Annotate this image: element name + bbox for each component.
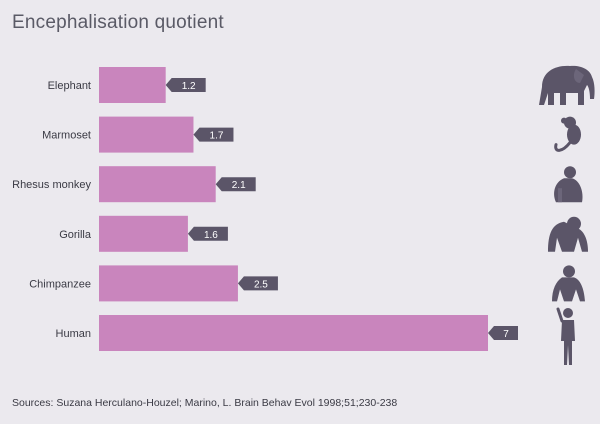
category-label: Rhesus monkey <box>12 179 91 191</box>
human-icon <box>556 307 575 365</box>
value-tag <box>488 326 518 340</box>
category-label: Chimpanzee <box>29 278 91 290</box>
value-tag <box>165 78 206 92</box>
value-tag <box>215 177 256 192</box>
value-tag <box>187 226 228 241</box>
value-label: 2.5 <box>254 279 268 290</box>
value-tag <box>193 127 234 142</box>
value-label: 7 <box>503 329 509 340</box>
chimpanzee-icon <box>552 265 585 302</box>
rhesus-monkey-icon <box>554 166 583 203</box>
chart-title: Encephalisation quotient <box>12 12 224 33</box>
category-label: Gorilla <box>59 229 92 241</box>
category-label: Human <box>56 328 91 340</box>
category-label: Marmoset <box>42 130 91 142</box>
bar-elephant <box>99 67 166 103</box>
bar-rhesus-monkey <box>99 166 216 203</box>
marmoset-icon <box>554 116 581 152</box>
value-label: 1.7 <box>210 131 224 142</box>
bar-gorilla <box>99 215 188 252</box>
source-note: Sources: Suzana Herculano-Houzel; Marino… <box>12 397 398 409</box>
value-label: 2.1 <box>232 180 246 191</box>
bar-marmoset <box>99 116 194 153</box>
category-label: Elephant <box>48 80 91 92</box>
elephant-icon <box>539 65 595 105</box>
value-label: 1.6 <box>204 230 218 241</box>
value-tag <box>237 276 278 291</box>
bar-chimpanzee <box>99 265 238 302</box>
gorilla-icon <box>548 216 588 252</box>
bar-human <box>99 315 488 351</box>
value-label: 1.2 <box>182 81 196 92</box>
